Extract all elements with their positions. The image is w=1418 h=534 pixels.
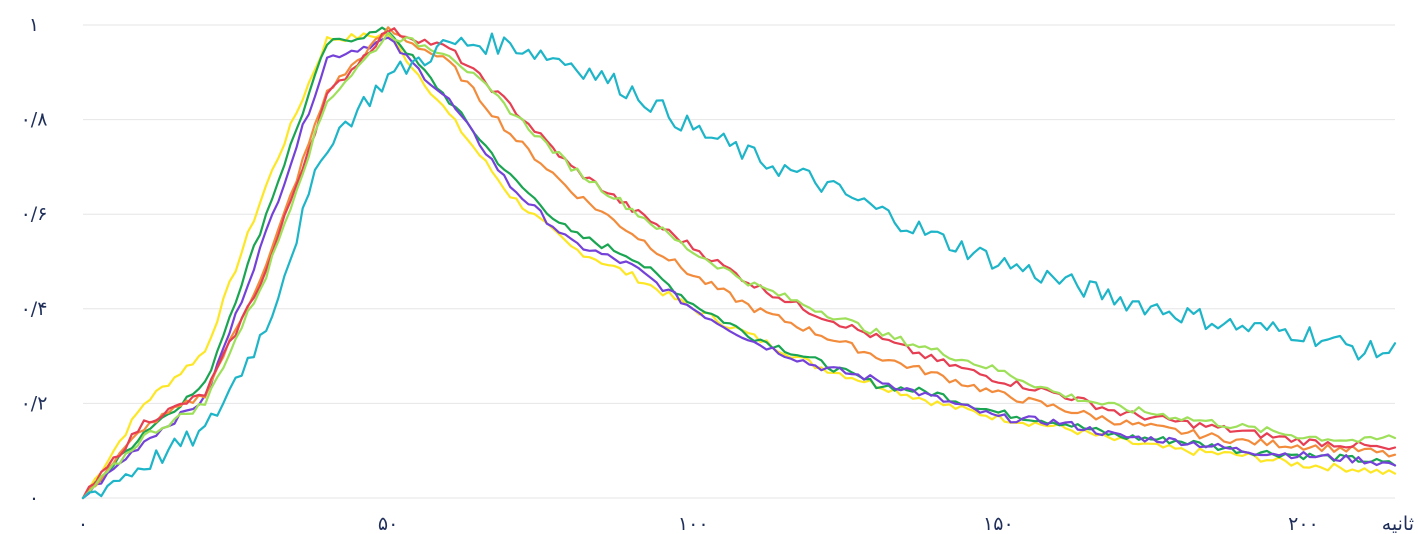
series-line-7	[81, 32, 1397, 500]
grid	[83, 24, 1395, 499]
x-tick-label: ۱۰۰	[678, 513, 709, 534]
series-lines	[81, 26, 1397, 500]
series-line-5	[81, 27, 1397, 500]
x-tick-label: ۱۵۰	[983, 513, 1014, 534]
y-tick-label: ۰/۶	[21, 203, 48, 225]
y-tick-label: ۱	[29, 14, 39, 36]
x-tick-label: ۵۰	[378, 513, 398, 534]
y-tick-label: ۰/۲	[21, 392, 48, 414]
series-line-1	[81, 32, 1397, 500]
x-axis-label: ثانیه	[1382, 513, 1414, 534]
y-tick-label: ۰/۸	[21, 109, 48, 131]
axes: ۰ ۰/۲ ۰/۴ ۰/۶ ۰/۸ ۱ ۰ ۵۰ ۱۰۰ ۱۵۰ ۲۰۰ ثانیه	[21, 14, 1414, 534]
y-tick-label: ۰	[29, 487, 39, 509]
x-tick-label: ۲۰۰	[1288, 513, 1319, 534]
x-tick-label: ۰	[78, 513, 88, 534]
series-line-3	[81, 36, 1397, 500]
series-line-4	[81, 26, 1397, 500]
y-tick-label: ۰/۴	[21, 298, 48, 320]
series-line-2	[81, 26, 1397, 500]
series-line-6	[81, 31, 1397, 500]
